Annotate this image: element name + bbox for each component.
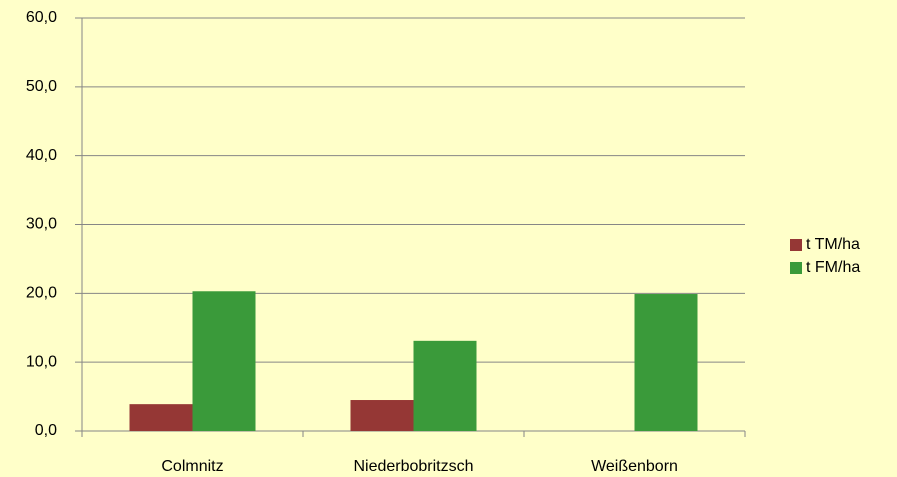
x-tick-label: Colmnitz (161, 458, 223, 475)
bar (350, 400, 414, 431)
y-tick-label: 10,0 (26, 353, 57, 370)
y-tick-label: 20,0 (26, 285, 57, 302)
y-tick-label: 60,0 (26, 9, 57, 26)
y-tick-label: 40,0 (26, 147, 57, 164)
x-tick-label: Weißenborn (591, 458, 678, 475)
bar (129, 404, 193, 431)
legend-label: t FM/ha (806, 259, 860, 276)
x-tick-label: Niederbobritzsch (353, 458, 473, 475)
bar (192, 291, 256, 431)
y-tick-label: 0,0 (35, 422, 57, 439)
legend-label: t TM/ha (806, 236, 860, 253)
bar (413, 340, 477, 431)
legend-swatch (790, 262, 802, 274)
y-tick-label: 30,0 (26, 216, 57, 233)
legend-swatch (790, 239, 802, 251)
bar (634, 294, 698, 431)
y-tick-label: 50,0 (26, 78, 57, 95)
